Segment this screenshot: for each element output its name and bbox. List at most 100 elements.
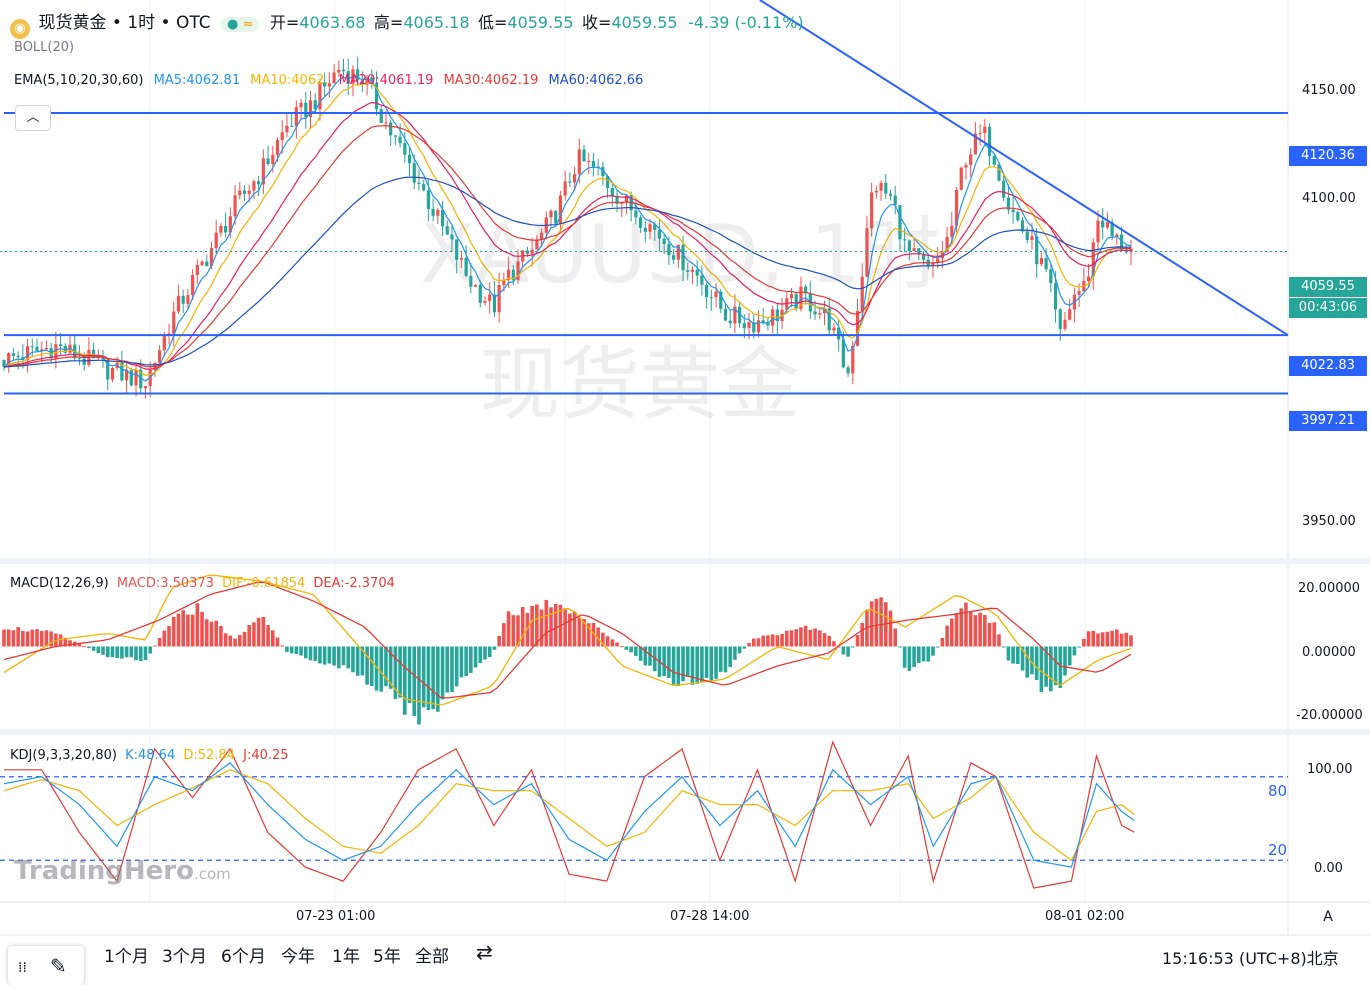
candle (690, 266, 695, 285)
candle (469, 262, 473, 294)
macd-histogram-bar (247, 624, 252, 647)
macd-histogram-bar (393, 646, 398, 699)
candle (912, 237, 916, 252)
macd-histogram-bar (162, 630, 167, 647)
bar-countdown-tag: 00:43:06 (1289, 298, 1367, 318)
macd-histogram-bar (784, 630, 789, 647)
candle (1016, 210, 1020, 222)
macd-histogram-bar (365, 646, 369, 685)
candle (653, 221, 657, 242)
candle (657, 219, 662, 252)
macd-histogram-bar (134, 646, 138, 661)
support2-price-tag[interactable]: 3997.21 (1289, 411, 1367, 431)
high-value: 4065.18 (403, 13, 470, 32)
macd-histogram-bar (275, 637, 280, 647)
pane-separator-macd[interactable] (0, 558, 1370, 564)
horizontal-levels[interactable] (0, 0, 1289, 395)
macd-histogram-bar (822, 633, 827, 647)
drawing-toolbar-toggle[interactable]: ⁞⁞ ✎ (8, 946, 84, 985)
macd-histogram-bar (921, 646, 926, 662)
candle (705, 282, 709, 309)
price-tick-3950: 3950.00 (1302, 514, 1356, 529)
resistance-price-tag[interactable]: 4120.36 (1289, 146, 1367, 166)
k-value: K:48.64 (125, 748, 176, 763)
date-range-calendar-icon[interactable]: ⇄ (476, 940, 493, 964)
macd-histogram-bar (931, 646, 935, 656)
range-3m[interactable]: 3个月 (162, 947, 207, 967)
macd-histogram-bar (483, 646, 487, 660)
macd-histogram-bar (1072, 646, 1077, 656)
candle (539, 228, 544, 248)
macd-histogram-bar (355, 646, 360, 676)
macd-histogram-bar (332, 646, 336, 666)
candle (195, 259, 199, 285)
macd-value: MACD:3.50373 (116, 576, 214, 591)
ema-legend[interactable]: EMA(5,10,20,30,60) MA5:4062.81 MA10:4062… (14, 73, 643, 88)
ma10-value: MA10:4062. (250, 73, 329, 88)
macd-histogram-bar (591, 622, 596, 647)
candle (1101, 207, 1105, 240)
kdj-legend[interactable]: KDJ(9,3,3,20,80) K:48.64 D:52.84 J:40.25 (10, 748, 289, 763)
symbol-title[interactable]: 现货黄金 • 1时 • OTC (38, 13, 211, 33)
last-price-tag[interactable]: 4059.55 (1289, 277, 1367, 297)
candle (106, 357, 110, 391)
macd-histogram-bar (667, 646, 671, 679)
candle (257, 176, 261, 197)
macd-histogram-bar (723, 646, 728, 673)
grid (149, 0, 1086, 902)
j-line (4, 740, 1135, 889)
range-1m[interactable]: 1个月 (104, 947, 149, 967)
ema-label: EMA(5,10,20,30,60) (14, 73, 144, 88)
legend-header[interactable]: ◉ 现货黄金 • 1时 • OTC ● ≈ 开=4063.68 高=4065.1… (10, 8, 804, 39)
macd-histogram-bar (242, 631, 247, 647)
range-6m[interactable]: 6个月 (221, 947, 266, 967)
macd-histogram-bar (370, 646, 374, 687)
timezone-clock[interactable]: 15:16:53 (UTC+8)北京 (1162, 949, 1339, 968)
macd-histogram-bar (407, 646, 412, 703)
market-status-pill[interactable]: ● ≈ (221, 17, 260, 32)
macd-histogram-bar (1115, 629, 1119, 647)
macd-legend[interactable]: MACD(12,26,9) MACD:3.50373 DIF:-0.61854 … (10, 576, 395, 591)
macd-histogram-bar (294, 646, 299, 654)
auto-scale-button[interactable]: A (1323, 909, 1333, 925)
pane-separator-kdj[interactable] (0, 729, 1370, 735)
macd-histogram-bar (1039, 646, 1044, 693)
candle (695, 260, 699, 287)
macd-histogram-bar (346, 646, 351, 669)
ma60-line (3, 176, 1131, 368)
candle (266, 146, 270, 166)
candle (709, 289, 713, 311)
boll-label[interactable]: BOLL(20) (14, 40, 75, 55)
dif-value: DIF:-0.61854 (222, 576, 306, 591)
candle (888, 189, 893, 201)
close-value: 4059.55 (611, 13, 678, 32)
macd-histogram-bar (1030, 646, 1034, 675)
macd-histogram-bar (690, 646, 695, 685)
candle (973, 122, 977, 155)
macd-histogram-bar (96, 646, 101, 654)
candle (308, 90, 313, 129)
macd-histogram-bar (204, 619, 209, 647)
candle (865, 215, 869, 278)
range-5y[interactable]: 5年 (373, 947, 401, 967)
ma30-line (3, 124, 1131, 368)
high-label: 高= (373, 13, 404, 32)
macd-histogram-bar (747, 642, 751, 647)
candle (605, 174, 610, 199)
candle (440, 200, 445, 237)
descending-trendline[interactable] (759, 0, 1289, 337)
macd-histogram-bar (124, 646, 129, 658)
macd-histogram-bar (700, 646, 704, 682)
macd-histogram-bar (16, 627, 20, 647)
range-1y[interactable]: 1年 (332, 947, 360, 967)
collapse-legend-button[interactable]: ︿ (15, 105, 51, 131)
range-all[interactable]: 全部 (415, 947, 449, 967)
support1-price-tag[interactable]: 4022.83 (1289, 356, 1367, 376)
macd-histogram-bar (1011, 646, 1015, 664)
range-ytd[interactable]: 今年 (281, 947, 315, 967)
candle (700, 265, 704, 296)
candle (431, 198, 435, 222)
candle (158, 344, 162, 365)
